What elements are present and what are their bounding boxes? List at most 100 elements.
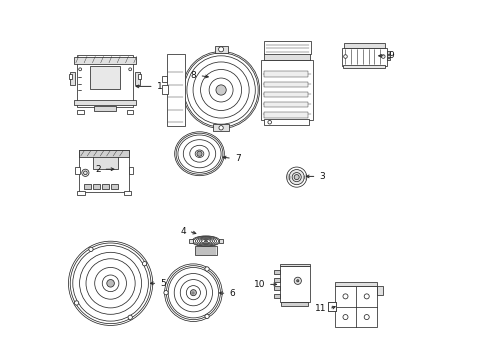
Circle shape <box>286 167 306 187</box>
Circle shape <box>218 47 223 52</box>
Bar <box>214 46 227 53</box>
Bar <box>263 112 307 117</box>
Bar <box>263 102 307 107</box>
Text: 6: 6 <box>229 289 235 298</box>
Bar <box>279 264 309 266</box>
Bar <box>386 58 389 60</box>
Text: 8: 8 <box>190 71 196 80</box>
Bar <box>219 239 223 243</box>
Bar <box>273 278 279 282</box>
Bar <box>377 286 382 295</box>
Bar <box>79 150 129 192</box>
Bar <box>263 53 309 60</box>
Circle shape <box>204 267 209 271</box>
Circle shape <box>142 261 146 266</box>
Text: 1: 1 <box>156 82 162 91</box>
Circle shape <box>364 315 368 320</box>
Bar <box>281 302 308 306</box>
Circle shape <box>364 294 368 299</box>
Bar <box>77 55 133 107</box>
Circle shape <box>204 314 209 319</box>
Bar <box>102 184 108 189</box>
Circle shape <box>219 126 223 130</box>
Text: 9: 9 <box>388 51 394 60</box>
Circle shape <box>342 294 347 299</box>
Bar <box>263 82 307 87</box>
Circle shape <box>106 279 114 287</box>
Circle shape <box>216 85 226 95</box>
Text: 2: 2 <box>95 165 101 174</box>
Bar <box>273 294 279 298</box>
Circle shape <box>128 315 132 319</box>
Circle shape <box>343 55 346 58</box>
Bar <box>327 302 335 311</box>
Circle shape <box>288 170 304 185</box>
Bar <box>279 266 309 302</box>
Bar <box>90 66 120 89</box>
Circle shape <box>296 280 298 282</box>
Bar <box>273 270 279 274</box>
Bar <box>70 72 75 85</box>
Bar <box>386 55 389 57</box>
Text: 11: 11 <box>314 305 325 313</box>
Circle shape <box>267 120 271 124</box>
Bar <box>94 106 116 111</box>
Bar <box>273 286 279 290</box>
Circle shape <box>74 301 79 305</box>
Bar <box>93 155 118 169</box>
Bar <box>74 57 136 64</box>
Bar <box>195 246 216 255</box>
Circle shape <box>294 277 301 284</box>
Bar <box>162 76 166 82</box>
Circle shape <box>68 241 152 325</box>
Circle shape <box>164 264 222 321</box>
Bar <box>84 184 91 189</box>
Bar <box>74 99 136 105</box>
Bar <box>334 286 377 328</box>
Bar <box>327 302 335 311</box>
Bar <box>162 85 168 94</box>
Circle shape <box>294 175 299 180</box>
Bar <box>79 150 129 157</box>
Bar <box>386 51 389 54</box>
Bar <box>123 191 131 194</box>
Bar <box>135 72 140 85</box>
Text: 5: 5 <box>160 279 165 288</box>
Bar <box>75 167 80 174</box>
Circle shape <box>163 291 168 295</box>
Circle shape <box>81 169 89 176</box>
Bar <box>260 60 312 120</box>
Bar <box>167 54 185 126</box>
Bar <box>128 167 133 174</box>
Bar <box>77 110 83 114</box>
Bar <box>126 110 133 114</box>
Bar <box>138 74 141 79</box>
Text: 4: 4 <box>180 227 185 236</box>
Bar <box>264 119 309 125</box>
Bar <box>111 184 118 189</box>
Bar <box>93 184 100 189</box>
Bar <box>263 72 307 77</box>
Circle shape <box>342 315 347 320</box>
Circle shape <box>190 290 196 296</box>
Bar <box>264 41 310 54</box>
Ellipse shape <box>204 240 207 242</box>
Ellipse shape <box>192 236 220 247</box>
Bar <box>69 74 72 79</box>
Bar <box>341 48 386 66</box>
Bar <box>189 239 192 243</box>
Circle shape <box>182 51 259 129</box>
Bar <box>263 91 307 97</box>
Bar <box>343 65 385 68</box>
Circle shape <box>197 151 202 156</box>
Bar <box>213 124 228 131</box>
Bar <box>334 282 377 286</box>
Text: 7: 7 <box>234 154 240 163</box>
Circle shape <box>381 55 384 58</box>
Text: 3: 3 <box>319 172 325 181</box>
Bar <box>343 43 384 48</box>
Ellipse shape <box>174 132 224 176</box>
Text: 10: 10 <box>253 280 264 289</box>
Circle shape <box>89 247 93 252</box>
Bar <box>77 191 84 194</box>
